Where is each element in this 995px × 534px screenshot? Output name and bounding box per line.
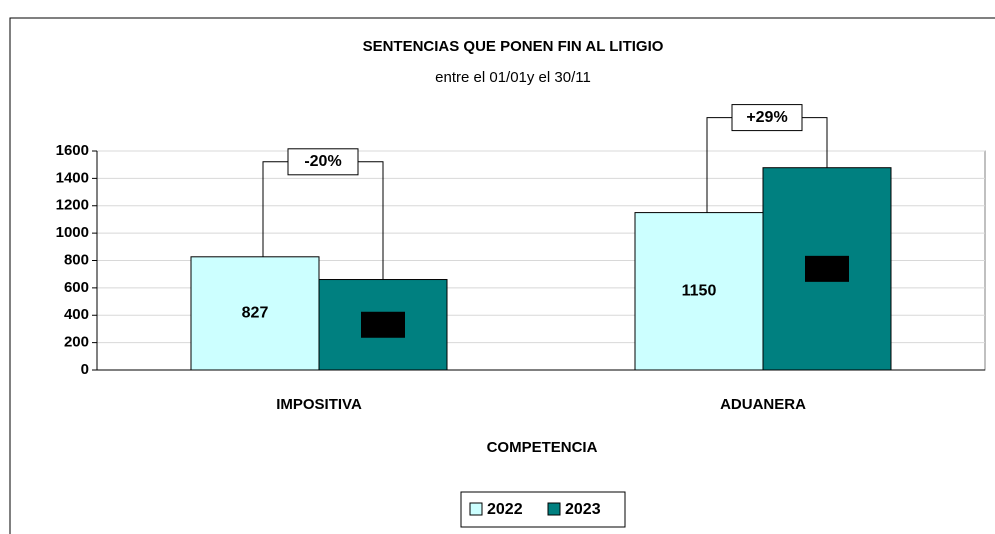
y-tick-label: 1000: [56, 224, 89, 241]
y-tick-label: 0: [81, 361, 89, 378]
x-axis-label: COMPETENCIA: [487, 439, 598, 456]
y-tick-label: 200: [64, 334, 89, 351]
chart-subtitle: entre el 01/01y el 30/11: [435, 69, 591, 86]
y-tick-label: 600: [64, 279, 89, 296]
legend-label: 2023: [565, 501, 601, 518]
legend-swatch: [547, 502, 561, 516]
bar: [634, 212, 764, 371]
y-tick-label: 400: [64, 306, 89, 323]
y-tick-label: 1200: [56, 197, 89, 214]
x-tick-label: IMPOSITIVA: [276, 396, 362, 413]
annotation-box: [731, 104, 803, 132]
annotation: -20%: [304, 153, 341, 170]
legend-box: [460, 491, 626, 528]
bar: [190, 256, 320, 371]
y-tick-label: 1600: [56, 142, 89, 159]
data-label: 827: [242, 305, 269, 322]
y-tick-label: 800: [64, 251, 89, 268]
data-label-bg: [361, 311, 405, 338]
data-label: 661: [370, 316, 397, 333]
chart-title: SENTENCIAS QUE PONEN FIN AL LITIGIO: [363, 38, 664, 55]
annotation: +29%: [746, 109, 787, 126]
data-label-bg: [805, 255, 849, 282]
legend-swatch: [469, 502, 483, 516]
y-tick-label: 1400: [56, 169, 89, 186]
annotation-box: [287, 148, 359, 176]
x-tick-label: ADUANERA: [720, 396, 806, 413]
data-label: 1150: [682, 283, 717, 300]
data-label: 1478: [809, 260, 845, 277]
legend-label: 2022: [487, 501, 523, 518]
